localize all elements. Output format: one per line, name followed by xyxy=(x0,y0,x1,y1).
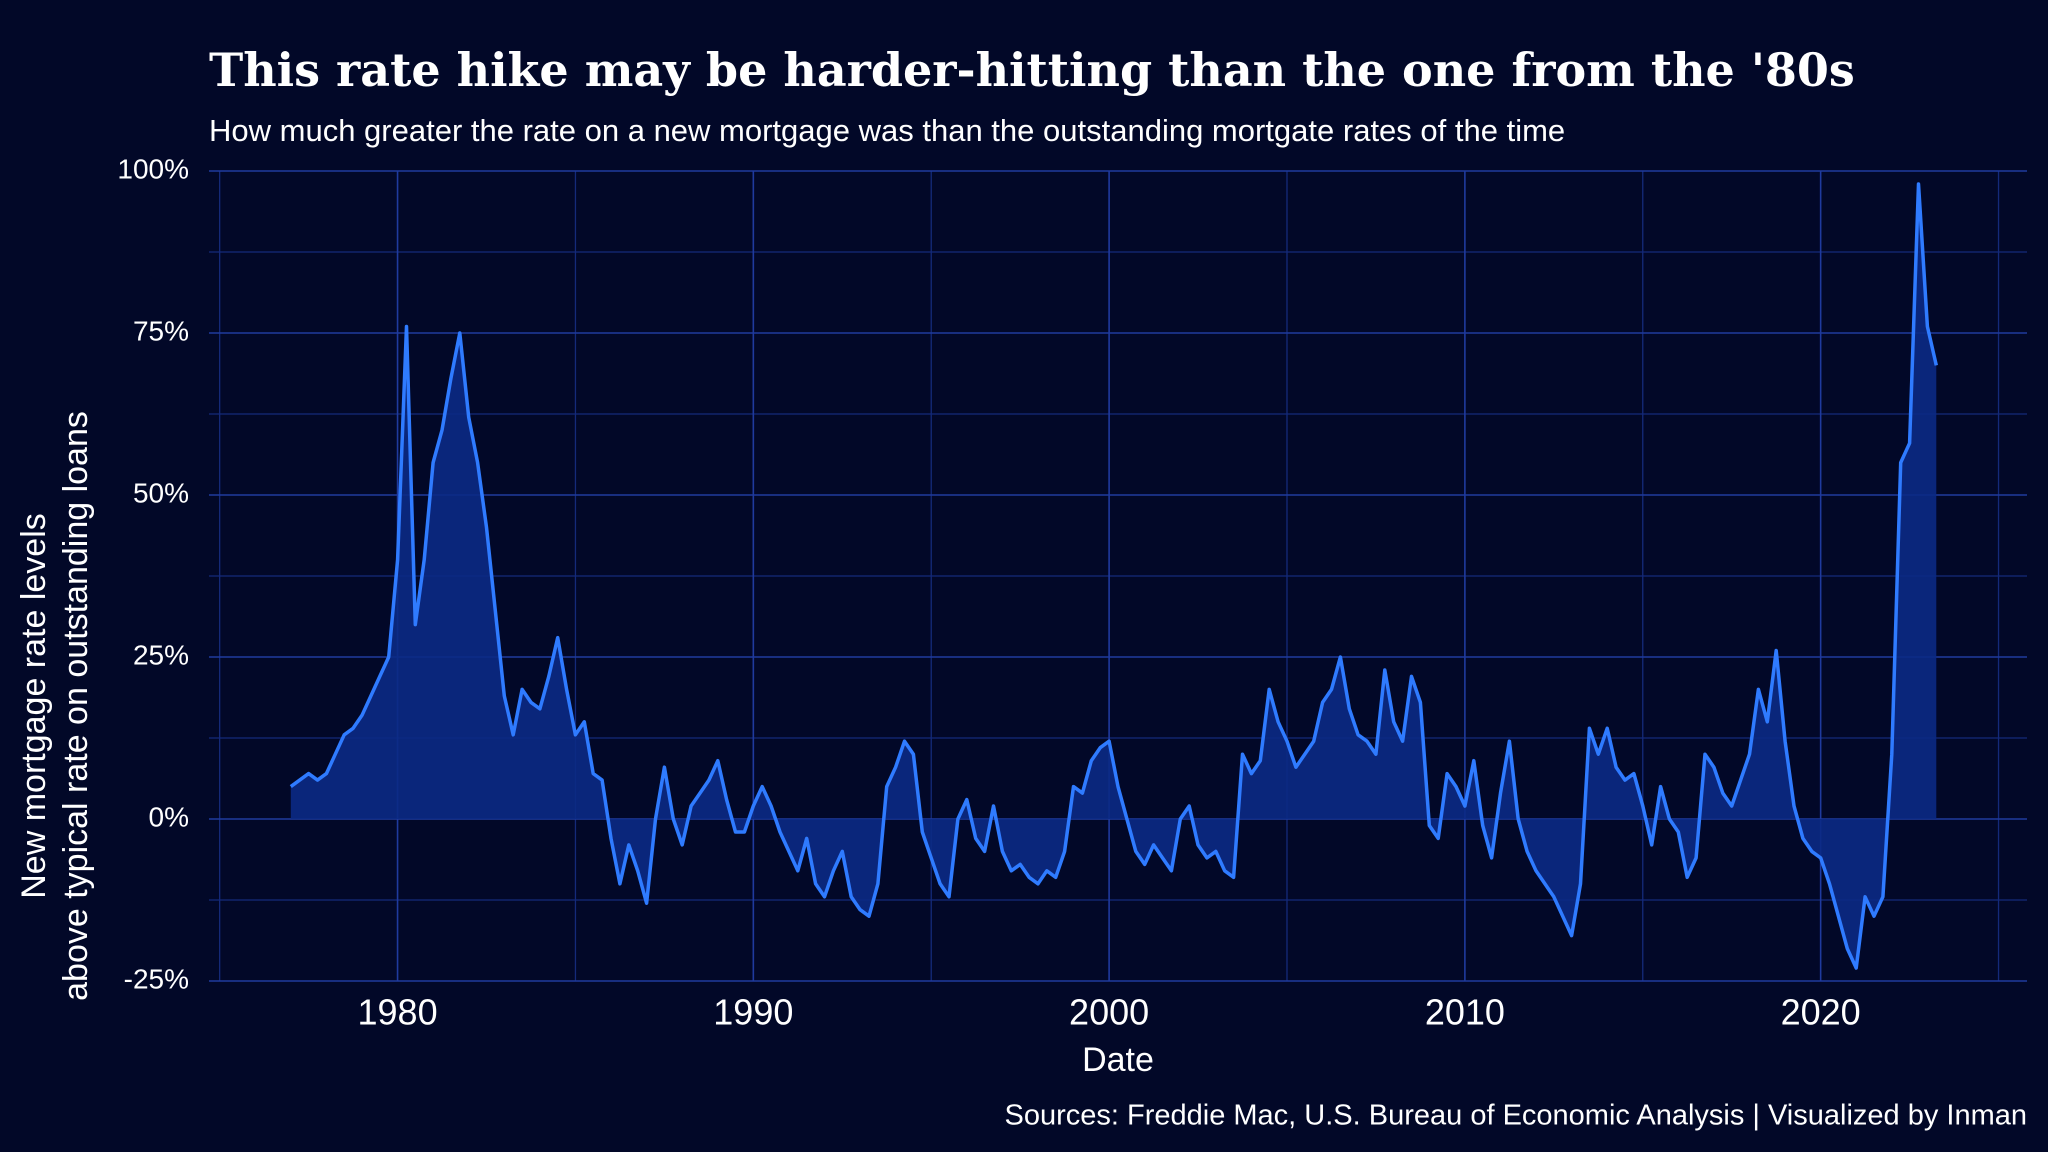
y-axis-title: New mortgage rate levels xyxy=(15,513,53,899)
chart-subtitle: How much greater the rate on a new mortg… xyxy=(209,113,1565,148)
x-axis-title: Date xyxy=(1082,1041,1154,1079)
area xyxy=(290,184,1937,968)
line xyxy=(289,182,1939,970)
chart-title: This rate hike may be harder-hitting tha… xyxy=(209,43,1855,97)
x-tick-label: 2010 xyxy=(1425,992,1505,1033)
y-tick-label: 0% xyxy=(149,801,189,832)
y-tick-label: -25% xyxy=(124,963,189,994)
x-tick-label: 2000 xyxy=(1069,992,1149,1033)
y-axis-title: above typical rate on outstanding loans xyxy=(57,411,95,1001)
y-tick-label: 25% xyxy=(133,639,189,670)
y-tick-label: 100% xyxy=(117,153,189,184)
x-tick-label: 1980 xyxy=(358,992,438,1033)
y-tick-label: 75% xyxy=(133,315,189,346)
y-tick-label: 50% xyxy=(133,477,189,508)
x-tick-label: 2020 xyxy=(1781,992,1861,1033)
x-tick-label: 1990 xyxy=(713,992,793,1033)
source-note: Sources: Freddie Mac, U.S. Bureau of Eco… xyxy=(1005,1100,2027,1132)
